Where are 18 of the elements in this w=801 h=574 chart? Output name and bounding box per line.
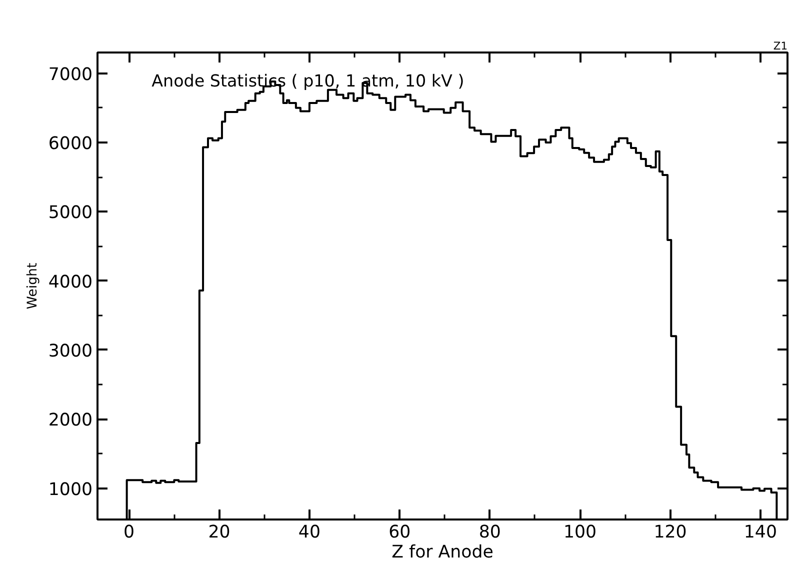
x-tick-label: 20 [208,522,230,542]
y-tick-label: 1000 [48,480,93,500]
x-tick-label: 80 [478,522,501,542]
y-tick-label: 2000 [48,410,93,431]
x-tick-label: 120 [654,522,687,542]
x-tick-label: 0 [124,522,135,542]
annotation: Z1 [773,40,788,52]
y-tick-label: 6000 [48,134,93,154]
y-tick-label: 4000 [48,272,93,292]
x-tick-label: 140 [744,522,777,542]
x-tick-label: 40 [298,522,320,542]
y-tick-label: 5000 [48,203,93,224]
x-axis-title: Z for Anode [392,542,494,562]
x-tick-label: 100 [564,522,597,542]
x-tick-label: 60 [388,522,411,542]
y-tick-label: 7000 [48,64,93,85]
y-axis-title: Weight [25,262,40,310]
y-tick-label: 3000 [48,341,93,362]
